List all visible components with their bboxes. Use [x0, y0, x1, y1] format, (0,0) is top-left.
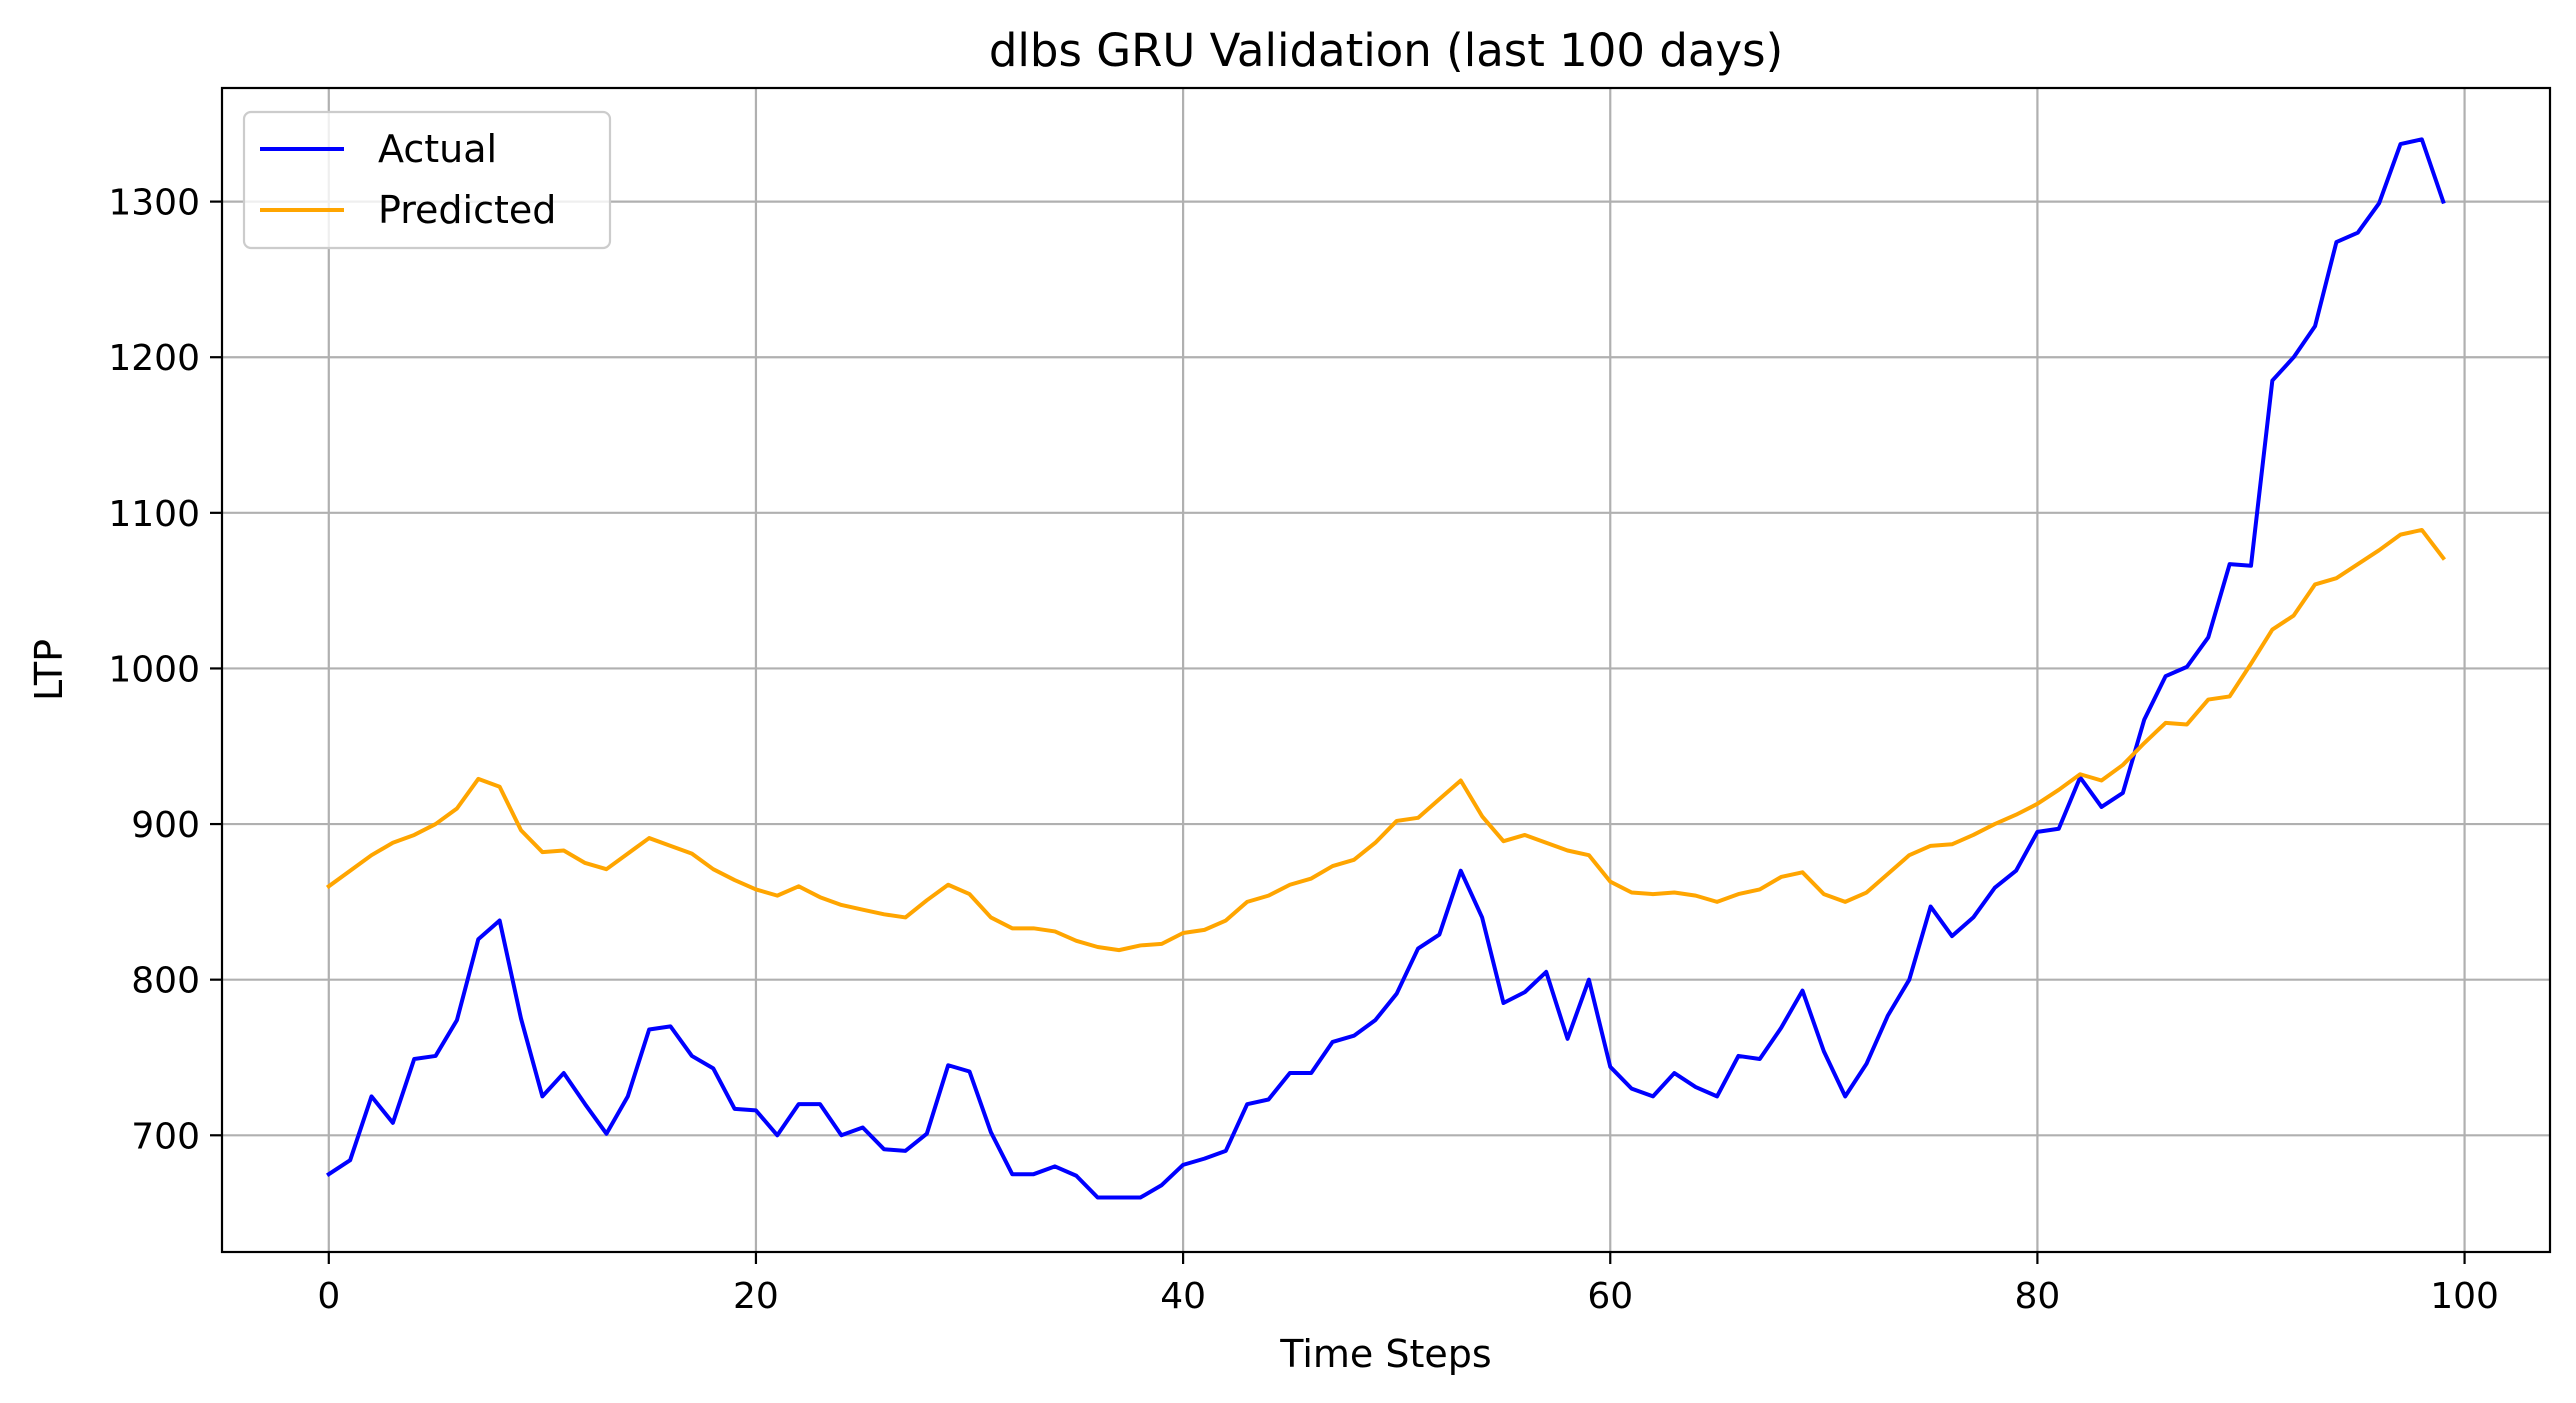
series-points-predicted — [328, 529, 2444, 951]
series-line-predicted — [325, 527, 2447, 953]
plot-area-frame — [220, 86, 2552, 1254]
x-tick-label: 20 — [733, 1276, 779, 1317]
x-tick-label: 100 — [2430, 1276, 2499, 1317]
legend-box — [242, 110, 612, 250]
y-tick-label: 1200 — [108, 338, 200, 379]
y-tick-label: 1000 — [108, 649, 200, 690]
y-tick-label: 700 — [131, 1116, 200, 1157]
x-tick-label: 80 — [2015, 1276, 2061, 1317]
y-tick-label: 900 — [131, 805, 200, 846]
series-line-actual — [326, 137, 2446, 1200]
x-tick-label: 60 — [1587, 1276, 1633, 1317]
x-tick-label: 40 — [1160, 1276, 1206, 1317]
series-lines — [325, 137, 2447, 1200]
y-tick-label: 1100 — [108, 494, 200, 535]
x-axis-label: Time Steps — [1279, 1332, 1491, 1376]
series-points-actual — [328, 139, 2444, 1198]
grid-lines — [222, 88, 2550, 1252]
y-tick-label: 1300 — [108, 183, 200, 224]
y-axis-label: LTP — [27, 639, 71, 701]
chart-title: dlbs GRU Validation (last 100 days) — [989, 24, 1783, 77]
y-tick-label: 800 — [131, 961, 200, 1002]
legend: Actual Predicted — [242, 110, 612, 250]
legend-label-predicted: Predicted — [378, 188, 556, 232]
x-tick-label: 0 — [317, 1276, 340, 1317]
axis-ticks: 0 20 40 60 80 100 700 800 900 1000 1100 1200 1300 — [108, 183, 2499, 1317]
legend-label-actual: Actual — [378, 127, 497, 171]
